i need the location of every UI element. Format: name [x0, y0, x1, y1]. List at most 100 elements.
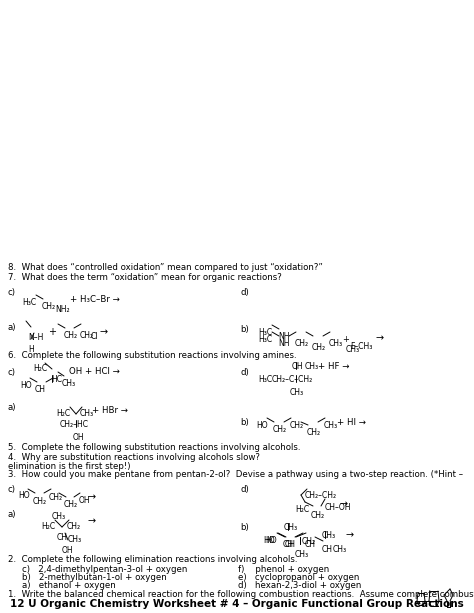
Text: b)   2-methylbutan-1-ol + oxygen: b) 2-methylbutan-1-ol + oxygen — [22, 573, 167, 582]
Text: d): d) — [240, 288, 249, 297]
Text: + HBr →: + HBr → — [92, 406, 128, 415]
Text: c): c) — [8, 368, 16, 377]
Text: NH: NH — [278, 332, 290, 341]
Text: d): d) — [240, 368, 249, 377]
Text: 3.  How could you make pentane from pentan-2-ol?  Devise a pathway using a two-s: 3. How could you make pentane from penta… — [8, 470, 463, 479]
Text: c): c) — [8, 288, 16, 297]
Text: →: → — [88, 492, 96, 502]
Text: CH₂: CH₂ — [67, 522, 81, 531]
Text: 1.  Write the balanced chemical reaction for the following combustion reactions.: 1. Write the balanced chemical reaction … — [8, 590, 474, 599]
Text: CH₂: CH₂ — [49, 493, 63, 502]
Text: CH₃: CH₃ — [295, 550, 309, 559]
Text: a): a) — [8, 323, 17, 332]
Text: b): b) — [240, 418, 249, 427]
Text: CH: CH — [285, 540, 296, 549]
Text: OH: OH — [62, 546, 73, 555]
Text: 6.  Complete the following substitution reactions involving amines.: 6. Complete the following substitution r… — [8, 351, 297, 360]
Text: 12 U Organic Chemistry Worksheet # 4 – Organic Functional Group Reactions: 12 U Organic Chemistry Worksheet # 4 – O… — [10, 599, 464, 609]
Text: CH₃: CH₃ — [305, 362, 319, 371]
Text: CH₂: CH₂ — [312, 343, 326, 352]
Text: a): a) — [8, 510, 17, 519]
Text: →: → — [375, 333, 383, 343]
Text: OH: OH — [79, 496, 91, 505]
Text: H₂C: H₂C — [33, 364, 47, 373]
Text: CH₂–C–CH₂: CH₂–C–CH₂ — [272, 375, 313, 384]
Text: a)   ethanol + oxygen: a) ethanol + oxygen — [22, 581, 116, 590]
Text: H₃C: H₃C — [22, 298, 36, 307]
Text: OH: OH — [73, 433, 85, 442]
Text: HO: HO — [263, 536, 274, 545]
Text: HO: HO — [20, 381, 32, 390]
Text: +: + — [48, 327, 56, 337]
Text: →: → — [340, 499, 348, 509]
Text: b): b) — [240, 325, 249, 334]
Text: HC: HC — [51, 375, 62, 384]
Text: CH₃: CH₃ — [333, 545, 347, 554]
Text: H₂C: H₂C — [56, 409, 70, 418]
Text: f)    phenol + oxygen: f) phenol + oxygen — [238, 565, 329, 574]
Text: F–CH₃: F–CH₃ — [350, 342, 373, 351]
Text: CH₂: CH₂ — [311, 511, 325, 520]
Text: d): d) — [240, 485, 249, 494]
Text: OH + HCl →: OH + HCl → — [69, 367, 120, 376]
Text: CH₂: CH₂ — [64, 331, 78, 340]
Text: 2.  Complete the following elimination reactions involving alcohols.: 2. Complete the following elimination re… — [8, 555, 298, 564]
Text: CH₃: CH₃ — [322, 531, 336, 540]
Text: CH₂: CH₂ — [290, 421, 304, 430]
Text: elimination is the first step!): elimination is the first step!) — [8, 462, 130, 471]
Text: CH: CH — [57, 533, 68, 542]
Text: c): c) — [8, 485, 16, 494]
Text: H: H — [28, 345, 34, 354]
Text: CH₃: CH₃ — [346, 345, 360, 354]
Text: CH₂: CH₂ — [42, 302, 56, 311]
Text: CH₃: CH₃ — [284, 523, 298, 532]
Text: CH–OH: CH–OH — [325, 503, 352, 512]
Text: d)   hexan-2,3-diol + oxygen: d) hexan-2,3-diol + oxygen — [238, 581, 361, 590]
Text: CH₂–HC: CH₂–HC — [60, 420, 89, 429]
Text: + HI →: + HI → — [337, 418, 366, 427]
Text: →: → — [346, 530, 354, 540]
Text: NH₂: NH₂ — [55, 305, 70, 314]
Text: CH: CH — [305, 540, 316, 549]
Text: CH₂: CH₂ — [295, 339, 309, 348]
Text: Cl: Cl — [91, 332, 99, 341]
Text: b): b) — [240, 523, 249, 532]
Text: CH₂: CH₂ — [307, 428, 321, 437]
Text: H₃C: H₃C — [258, 375, 272, 384]
Text: CH₃: CH₃ — [68, 535, 82, 544]
Text: CH₂: CH₂ — [33, 497, 47, 506]
Text: N–H: N–H — [28, 333, 44, 342]
Text: 7.  What does the term “oxidation” mean for organic reactions?: 7. What does the term “oxidation” mean f… — [8, 273, 282, 282]
Text: CH₃: CH₃ — [290, 388, 304, 397]
Text: CH: CH — [322, 545, 333, 554]
Text: CH₂–CH₂: CH₂–CH₂ — [305, 491, 337, 500]
Text: CH₃: CH₃ — [62, 379, 76, 388]
Text: CH₂: CH₂ — [273, 425, 287, 434]
Text: H₃C: H₃C — [258, 328, 272, 337]
Text: H₃C: H₃C — [258, 335, 272, 344]
Text: CH₂: CH₂ — [80, 331, 94, 340]
Text: CH: CH — [283, 540, 294, 549]
Text: 8.  What does “controlled oxidation” mean compared to just “oxidation?”: 8. What does “controlled oxidation” mean… — [8, 263, 323, 272]
Text: →: → — [88, 516, 96, 526]
Text: OH: OH — [292, 362, 304, 371]
Text: + HF →: + HF → — [318, 362, 349, 371]
Text: + H₃C–Br →: + H₃C–Br → — [70, 295, 120, 304]
Text: →: → — [100, 327, 108, 337]
Text: CH: CH — [35, 385, 46, 394]
Text: c)   2,4-dimethylpentan-3-ol + oxygen: c) 2,4-dimethylpentan-3-ol + oxygen — [22, 565, 187, 574]
Text: +: + — [342, 335, 349, 344]
Text: CH₃: CH₃ — [324, 421, 338, 430]
Text: CH₃: CH₃ — [52, 512, 66, 521]
Text: 4.  Why are substitution reactions involving alcohols slow?: 4. Why are substitution reactions involv… — [8, 453, 260, 462]
Text: NH: NH — [278, 339, 290, 348]
Text: CH₃: CH₃ — [80, 409, 94, 418]
Text: CH₃: CH₃ — [329, 339, 343, 348]
Text: HO: HO — [256, 421, 268, 430]
Text: a): a) — [8, 403, 17, 412]
Text: HO: HO — [265, 536, 277, 545]
Text: HO: HO — [18, 491, 29, 500]
Text: H₂C: H₂C — [41, 522, 55, 531]
Text: CH₂: CH₂ — [64, 500, 78, 509]
Text: H₂C: H₂C — [295, 505, 309, 514]
